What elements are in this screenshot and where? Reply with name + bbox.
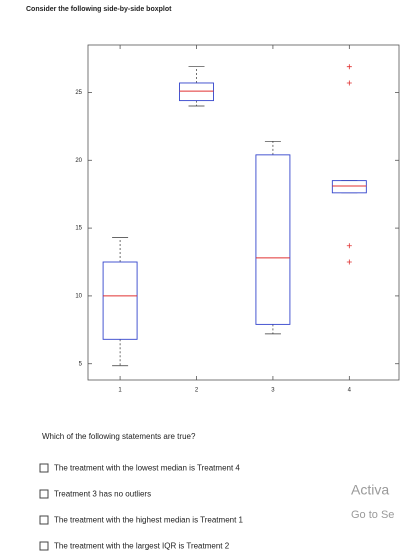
y-tick-label: 20: [75, 158, 82, 164]
option-text[interactable]: The treatment with the lowest median is …: [54, 464, 240, 473]
box: [331, 180, 367, 194]
outlier: [346, 243, 352, 249]
checkbox[interactable]: [39, 463, 49, 473]
watermark: Go to Se: [351, 509, 394, 521]
outlier: [346, 259, 352, 265]
x-tick-label: 3: [271, 388, 275, 394]
y-tick-label: 10: [75, 293, 82, 299]
box: [102, 261, 138, 340]
option-text[interactable]: The treatment with the largest IQR is Tr…: [54, 542, 230, 551]
question: Which of the following statements are tr…: [42, 432, 196, 441]
option[interactable]: The treatment with the lowest median is …: [39, 463, 240, 473]
x-tick-label: 2: [195, 388, 199, 394]
option-text[interactable]: Treatment 3 has no outliers: [54, 490, 151, 499]
y-tick-label: 5: [79, 361, 83, 367]
option[interactable]: The treatment with the largest IQR is Tr…: [39, 541, 230, 551]
option-text[interactable]: The treatment with the highest median is…: [54, 516, 244, 525]
box: [179, 82, 214, 102]
box: [255, 154, 291, 325]
watermark: Activa: [351, 482, 389, 498]
option[interactable]: The treatment with the highest median is…: [39, 515, 244, 525]
y-tick-label: 25: [75, 90, 82, 96]
y-tick-label: 15: [75, 226, 82, 232]
checkbox[interactable]: [39, 489, 49, 499]
x-tick-label: 4: [348, 388, 352, 394]
option[interactable]: Treatment 3 has no outliers: [39, 489, 151, 499]
plot-frame: [87, 44, 400, 381]
checkbox[interactable]: [39, 515, 49, 525]
x-tick-label: 1: [118, 388, 122, 394]
outlier: [346, 80, 352, 86]
outlier: [346, 64, 352, 70]
title: Consider the following side-by-side boxp…: [26, 6, 172, 13]
checkbox[interactable]: [39, 541, 49, 551]
